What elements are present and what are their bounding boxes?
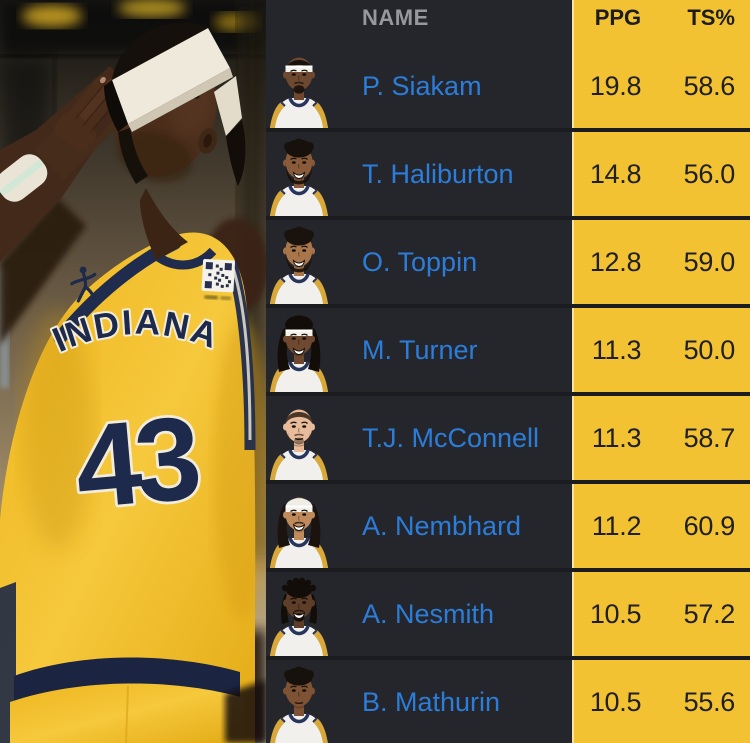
ppg-value: 14.8 [589,158,642,189]
ts-value: 55.6 [683,686,736,717]
player-avatar [268,44,330,128]
stats-cell: 10.5 57.2 [572,572,750,656]
header-name-cell: NAME [266,0,572,44]
player-hair [104,22,246,186]
name-cell: O. Toppin [266,220,572,304]
player-avatar [268,572,330,656]
table-row[interactable]: A. Nesmith 10.5 57.2 [266,572,750,656]
ppg-value: 10.5 [589,686,642,717]
player-avatar [268,660,330,743]
ts-value: 58.6 [683,70,736,101]
ts-value: 50.0 [683,334,736,365]
table-row[interactable]: M. Turner 11.3 50.0 [266,308,750,392]
table-row[interactable]: B. Mathurin 10.5 55.6 [266,660,750,743]
player-name-link[interactable]: M. Turner [362,334,478,365]
column-header-ppg: PPG [594,5,642,30]
table-row[interactable]: T. Haliburton 14.8 56.0 [266,132,750,216]
player-name-link[interactable]: P. Siakam [362,70,482,101]
qr-patch [201,258,236,301]
ts-value: 58.7 [683,422,736,453]
player-name-link[interactable]: A. Nesmith [362,598,495,629]
ts-value: 57.2 [683,598,736,629]
player-name-link[interactable]: T.J. McConnell [362,422,540,453]
ppg-value: 11.3 [591,334,642,365]
player-avatar [268,308,330,392]
ppg-value: 11.2 [591,510,642,541]
headband [112,24,242,136]
player-neck [140,188,188,260]
stats-cell: 12.8 59.0 [572,220,750,304]
table-header-row: NAME PPG TS% [266,0,750,44]
player-avatar [268,396,330,480]
ts-value: 60.9 [683,510,736,541]
stats-cell: 19.8 58.6 [572,44,750,128]
jumpman-logo [70,266,97,303]
stats-cell: 14.8 56.0 [572,132,750,216]
stats-cell: 10.5 55.6 [572,660,750,743]
stats-cell: 11.3 58.7 [572,396,750,480]
name-cell: A. Nembhard [266,484,572,568]
wristband [0,154,48,202]
stats-table-rows: P. Siakam 19.8 58.6 T. Haliburton 14.8 56.0 O.… [266,44,750,743]
ts-value: 59.0 [683,246,736,277]
column-header-name: NAME [362,5,429,30]
ppg-value: 11.3 [591,422,642,453]
ts-value: 56.0 [683,158,736,189]
player-avatar [268,132,330,216]
player-avatar [268,220,330,304]
player-avatar [268,484,330,568]
stats-cell: 11.2 60.9 [572,484,750,568]
player-name-link[interactable]: T. Haliburton [362,158,514,189]
jersey [0,232,266,743]
table-row[interactable]: O. Toppin 12.8 59.0 [266,220,750,304]
hero-photo-art: INDIANA 43 [0,0,266,743]
table-row[interactable]: A. Nembhard 11.2 60.9 [266,484,750,568]
name-cell: M. Turner [266,308,572,392]
player-name-link[interactable]: A. Nembhard [362,510,522,541]
shorts [10,657,266,743]
name-cell: B. Mathurin [266,660,572,743]
hero-photo: INDIANA 43 [0,0,266,743]
name-cell: T. Haliburton [266,132,572,216]
table-row[interactable]: P. Siakam 19.8 58.6 [266,44,750,128]
column-header-ts: TS% [687,5,735,30]
table-row[interactable]: T.J. McConnell 11.3 58.7 [266,396,750,480]
ppg-value: 10.5 [589,598,642,629]
name-cell: P. Siakam [266,44,572,128]
stats-table: NAME PPG TS% P. Siakam 19.8 58.6 T. Halibur… [266,0,750,743]
player-name-link[interactable]: O. Toppin [362,246,478,277]
ppg-value: 19.8 [589,70,642,101]
player-name-link[interactable]: B. Mathurin [362,686,501,717]
jersey-number-text: 43 [70,392,203,534]
name-cell: A. Nesmith [266,572,572,656]
stats-cell: 11.3 50.0 [572,308,750,392]
header-stats-cell: PPG TS% [572,0,750,44]
name-cell: T.J. McConnell [266,396,572,480]
ppg-value: 12.8 [589,246,642,277]
